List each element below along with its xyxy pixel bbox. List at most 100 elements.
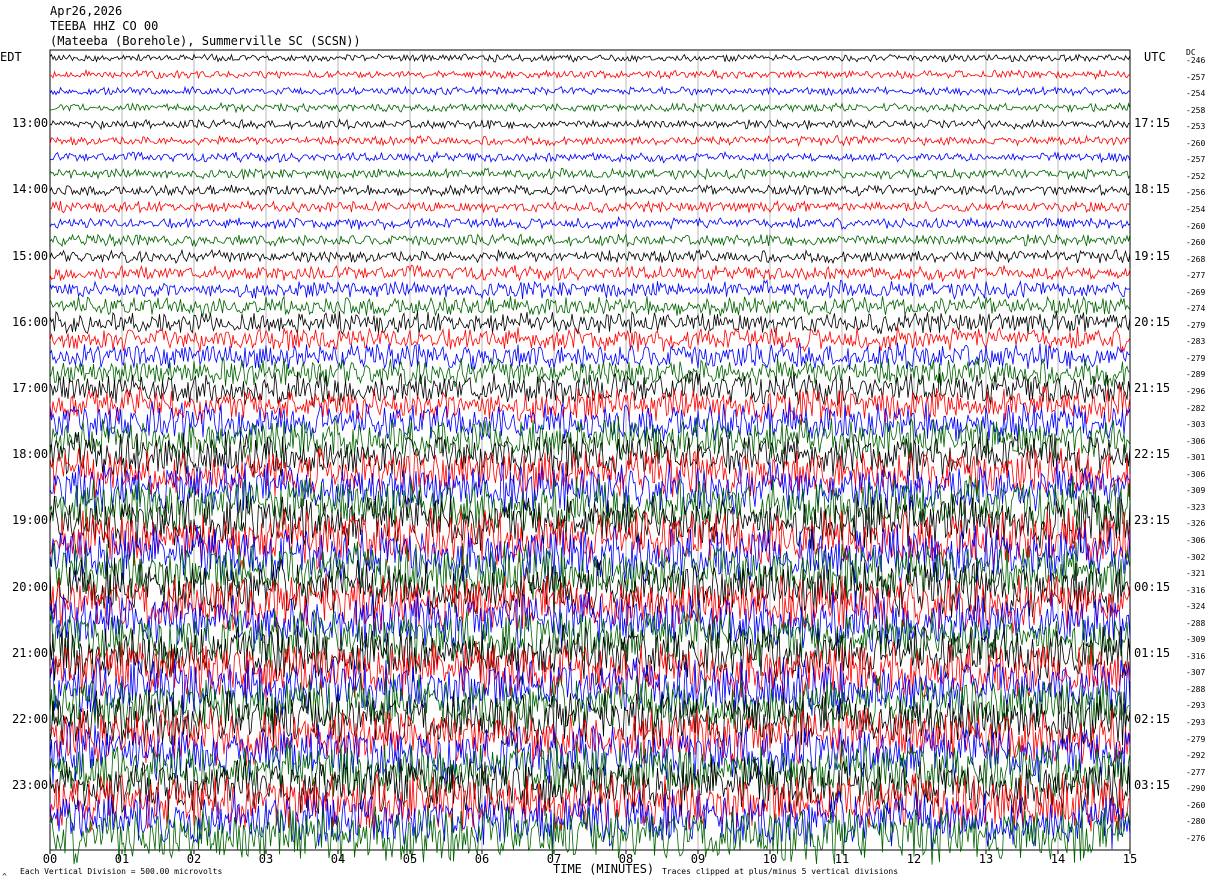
- trace-row: [49, 233, 1131, 248]
- dc-offset: -283: [1186, 337, 1206, 347]
- station-label: TEEBA HHZ CO 00: [50, 19, 159, 33]
- dc-offset: -279: [1186, 734, 1206, 744]
- trace-row: [49, 134, 1131, 147]
- dc-offset: -290: [1186, 784, 1206, 794]
- x-tick-label: 07: [546, 852, 562, 866]
- dc-offset: -303: [1186, 420, 1206, 430]
- trace-row: [49, 385, 1131, 426]
- trace-row: [49, 53, 1131, 64]
- x-tick-label: 06: [474, 852, 490, 866]
- trace-row: [49, 342, 1131, 370]
- corner-mark: ^: [2, 872, 7, 881]
- x-tick-label: 01: [114, 852, 130, 866]
- dc-offset: -301: [1186, 453, 1206, 463]
- x-tick-label: 09: [690, 852, 706, 866]
- right-time-label: 19:15: [1134, 248, 1171, 263]
- dc-offset: -307: [1186, 668, 1206, 678]
- x-tick-label: 11: [834, 852, 850, 866]
- left-time-label: 15:00: [12, 248, 49, 263]
- left-time-label: 14:00: [12, 182, 49, 197]
- trace-row: [49, 772, 1131, 834]
- x-tick-label: 13: [978, 852, 994, 866]
- x-tick-label: 04: [330, 852, 346, 866]
- trace-row: [49, 673, 1130, 735]
- left-timezone: EDT: [0, 50, 22, 64]
- trace-row: [49, 738, 1131, 802]
- trace-row: [49, 689, 1131, 749]
- dc-offset: -324: [1186, 602, 1206, 612]
- dc-offset: -293: [1186, 718, 1206, 727]
- trace-row: [49, 199, 1131, 214]
- dc-offset: -254: [1186, 89, 1206, 99]
- right-time-label: 21:15: [1134, 381, 1171, 395]
- trace-row: [49, 721, 1131, 785]
- dc-offset: -260: [1186, 800, 1206, 810]
- dc-offset: -253: [1186, 122, 1206, 132]
- right-time-label: 17:15: [1134, 116, 1171, 131]
- clip-note: Traces clipped at plus/minus 5 vertical …: [662, 867, 899, 876]
- dc-offset: -289: [1186, 370, 1206, 380]
- dc-offset: -316: [1186, 585, 1206, 595]
- trace-row: [49, 356, 1131, 388]
- right-time-label: 02:15: [1134, 712, 1171, 726]
- left-time-label: 17:00: [12, 381, 49, 395]
- trace-row: [49, 707, 1131, 768]
- x-tick-label: 03: [258, 852, 274, 866]
- right-time-label: 20:15: [1134, 314, 1171, 329]
- dc-offset: -269: [1186, 287, 1206, 297]
- dc-offset: -306: [1186, 436, 1206, 446]
- x-tick-label: 14: [1050, 852, 1066, 866]
- dc-offset: -258: [1186, 105, 1206, 115]
- right-time-label: 22:15: [1134, 447, 1171, 462]
- left-time-label: 18:00: [12, 447, 49, 462]
- x-tick-label: 10: [762, 852, 778, 866]
- dc-offset: -309: [1186, 486, 1206, 496]
- dc-offset: -293: [1186, 701, 1206, 711]
- dc-offset: -260: [1186, 221, 1206, 231]
- dc-offset: -279: [1186, 320, 1206, 330]
- x-tick-label: 15: [1122, 852, 1138, 866]
- left-time-label: 21:00: [12, 645, 49, 660]
- dc-offset: -274: [1186, 304, 1206, 314]
- dc-offset: -309: [1186, 635, 1206, 645]
- left-time-label: 20:00: [12, 579, 49, 594]
- trace-row: [49, 310, 1131, 335]
- dc-offset: -280: [1186, 817, 1206, 827]
- trace-row: [49, 216, 1131, 231]
- right-time-label: 00:15: [1134, 579, 1171, 594]
- right-time-label: 01:15: [1134, 645, 1171, 660]
- dc-offset: -321: [1186, 569, 1206, 579]
- dc-offset: -302: [1186, 552, 1206, 562]
- trace-row: [50, 68, 1131, 81]
- trace-row: [49, 622, 1131, 687]
- dc-offset: -277: [1186, 767, 1206, 777]
- trace-row: [49, 507, 1131, 571]
- dc-offset: -257: [1186, 72, 1206, 82]
- left-time-label: 16:00: [12, 314, 49, 329]
- dc-offset: -276: [1186, 833, 1206, 843]
- dc-offset: -256: [1186, 188, 1206, 198]
- x-tick-label: 00: [42, 852, 58, 866]
- dc-offset: -288: [1186, 684, 1206, 694]
- dc-offset: -260: [1186, 138, 1206, 148]
- trace-row: [49, 490, 1131, 553]
- trace-row: [49, 150, 1131, 164]
- trace-row: [49, 524, 1131, 584]
- trace-row: [49, 401, 1131, 443]
- trace-row: [49, 279, 1131, 301]
- x-tick-label: 08: [618, 852, 634, 866]
- dc-offset: -296: [1186, 387, 1206, 396]
- x-tick-label: 05: [402, 852, 418, 866]
- right-time-label: 23:15: [1134, 513, 1171, 528]
- dc-offset: -260: [1186, 238, 1206, 248]
- left-time-label: 13:00: [12, 116, 49, 131]
- trace-row: [49, 248, 1131, 265]
- trace-row: [49, 606, 1131, 669]
- trace-row: [49, 264, 1131, 283]
- x-axis-label: TIME (MINUTES): [553, 862, 655, 876]
- dc-offset: -252: [1186, 171, 1206, 181]
- trace-row: [49, 541, 1131, 601]
- trace-row: [49, 85, 1131, 97]
- dc-offset: -292: [1186, 751, 1206, 761]
- dc-offset: -316: [1186, 651, 1206, 661]
